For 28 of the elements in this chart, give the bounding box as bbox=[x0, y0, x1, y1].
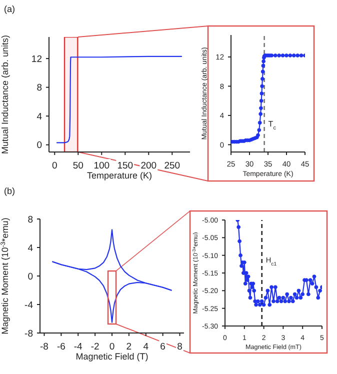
x-tick-label: -6 bbox=[56, 342, 66, 352]
y-tick-label: 8 bbox=[36, 82, 42, 94]
y-tick-label: 12 bbox=[31, 54, 42, 65]
ref-line-label: T$_{c}$ bbox=[268, 119, 276, 132]
y-tick-label: 4 bbox=[28, 242, 33, 254]
x-axis-title: Temperature (K) bbox=[86, 170, 152, 180]
text: (a) bbox=[4, 4, 15, 14]
x-tick-label: 2 bbox=[126, 342, 132, 352]
y-axis-title: Mutual Inductance (arb. units) bbox=[0, 34, 10, 154]
x-tick-label: 6 bbox=[160, 342, 166, 352]
x-tick-label: 250 bbox=[164, 160, 180, 172]
y-tick-label: -4 bbox=[24, 300, 33, 311]
x-tick-label: 200 bbox=[140, 160, 157, 172]
x-tick-label: 150 bbox=[117, 160, 134, 172]
x-tick-label: -4 bbox=[74, 342, 82, 352]
x-tick-label: 0 bbox=[109, 342, 115, 352]
x-tick-label: 8 bbox=[177, 342, 182, 352]
y-tick-label: 0 bbox=[36, 140, 42, 152]
x-tick-label: 0 bbox=[52, 160, 58, 172]
x-tick-label: 4 bbox=[143, 342, 149, 352]
x-axis-title: Magnetic Field (T) bbox=[76, 352, 148, 362]
y-tick-label: 0 bbox=[28, 271, 33, 282]
y-tick-label: 8 bbox=[28, 214, 33, 226]
x-tick-label: -2 bbox=[90, 342, 100, 352]
text: (b) bbox=[4, 186, 15, 196]
y-tick-label: 4 bbox=[36, 111, 42, 122]
x-tick-label: 100 bbox=[94, 160, 110, 172]
x-tick-label: 50 bbox=[72, 160, 84, 172]
